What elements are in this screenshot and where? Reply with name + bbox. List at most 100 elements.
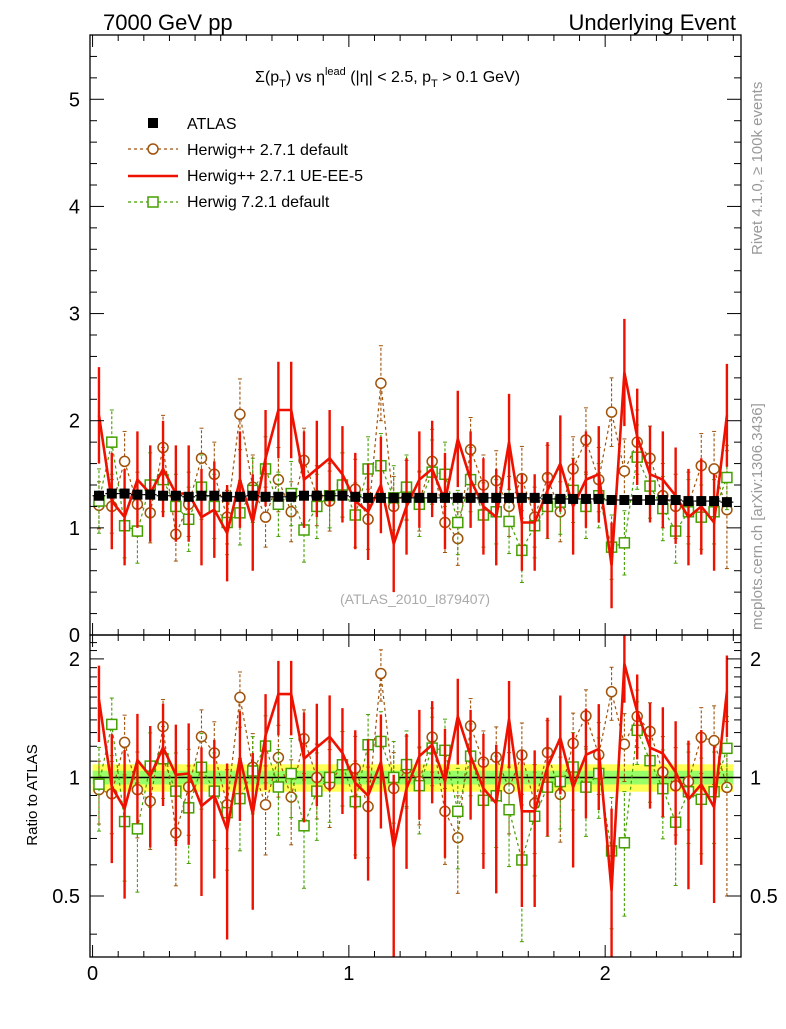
point-atlas <box>709 496 720 507</box>
point-atlas <box>260 491 271 502</box>
title-vs: ) vs η <box>286 69 325 86</box>
point-herwig7-default <box>452 516 464 529</box>
point-atlas <box>375 492 386 503</box>
point-atlas <box>632 495 643 505</box>
x-tick-label: 0 <box>87 963 98 985</box>
point-herwig7-default <box>618 537 631 549</box>
main-y-tick-label: 4 <box>69 196 80 218</box>
main-title: Σ(pT) vs ηlead (|η| < 2.5, pT > 0.1 GeV) <box>255 66 520 90</box>
point-herwig7-default <box>721 742 733 755</box>
point-atlas <box>516 492 527 503</box>
point-atlas <box>106 488 117 499</box>
point-atlas <box>721 497 732 508</box>
point-herwigpp-default <box>605 685 618 698</box>
analysis-annotation: (ATLAS_2010_I879407) <box>340 591 490 607</box>
main-y-tick-label: 1 <box>69 518 80 540</box>
point-atlas <box>414 492 425 503</box>
x-tick-label: 2 <box>600 963 611 985</box>
point-herwig7-default <box>503 515 515 528</box>
point-atlas <box>196 490 207 501</box>
point-herwigpp-default <box>618 465 631 477</box>
point-herwig7-default <box>106 718 118 731</box>
legend-atlas-marker <box>148 118 158 128</box>
header-left: 7000 GeV pp <box>103 10 233 35</box>
point-atlas <box>439 492 450 503</box>
point-herwigpp-default <box>375 667 387 680</box>
point-herwigpp-default <box>285 506 297 518</box>
ratio-y-tick-label-right: 1 <box>750 767 761 789</box>
main-y-tick-label: 0 <box>69 625 80 647</box>
point-herwigpp-default <box>118 455 131 468</box>
point-atlas <box>645 495 656 505</box>
ratio-y-tick-label-right: 2 <box>750 649 761 671</box>
point-herwig7-default <box>452 805 464 818</box>
title-sub1: T <box>279 78 286 90</box>
ratio-y-tick-label-right: 0.5 <box>750 886 778 908</box>
point-atlas <box>132 489 143 500</box>
point-atlas <box>170 490 181 501</box>
point-herwigpp-default <box>234 408 246 421</box>
point-herwig7-default <box>131 823 144 835</box>
point-atlas <box>683 496 694 507</box>
point-atlas <box>119 488 130 499</box>
point-atlas <box>158 490 169 501</box>
main-y-tick-label: 3 <box>69 304 80 326</box>
point-atlas <box>580 493 591 504</box>
title-sub2: T <box>431 78 438 90</box>
series-line-herwig7-default <box>98 724 728 863</box>
point-atlas <box>555 493 566 504</box>
point-atlas <box>491 492 502 503</box>
legend-herwig7-marker <box>147 196 159 208</box>
legend-atlas-label: ATLAS <box>187 116 237 133</box>
point-atlas <box>350 491 361 502</box>
series-line-herwigpp-ueee5 <box>97 372 729 566</box>
header-right: Underlying Event <box>568 10 736 35</box>
point-atlas <box>478 492 489 503</box>
point-herwigpp-default <box>605 406 618 418</box>
point-atlas <box>593 493 604 504</box>
point-herwig7-default <box>285 767 297 780</box>
ratio-ylabel: Ratio to ATLAS <box>24 744 41 845</box>
title-sigma: Σ(p <box>255 69 279 86</box>
series-line-herwigpp-ueee5 <box>97 663 729 891</box>
point-herwig7-default <box>272 781 285 793</box>
point-atlas <box>568 493 579 504</box>
series-herwigpp-ueee5-main <box>97 318 729 609</box>
legend-herwig7-label: Herwig 7.2.1 default <box>187 194 330 211</box>
point-herwigpp-default <box>259 798 272 811</box>
title-tail: > 0.1 GeV) <box>438 69 520 86</box>
point-herwigpp-default <box>708 463 720 475</box>
main-y-tick-label: 2 <box>69 411 80 433</box>
ratio-plot-content <box>90 635 741 957</box>
point-atlas <box>670 495 681 505</box>
ratio-clipped-area <box>90 635 741 957</box>
point-herwigpp-default <box>375 377 387 389</box>
point-atlas <box>465 492 476 503</box>
point-atlas <box>542 493 553 504</box>
point-herwig7-default <box>618 837 631 849</box>
main-plot-content <box>92 318 734 609</box>
rivet-label: Rivet 4.1.0, ≥ 100k events <box>749 82 766 255</box>
mcplots-label: mcplots.cern.ch [arXiv:1306.3436] <box>749 403 766 630</box>
point-atlas <box>273 491 284 502</box>
point-atlas <box>299 490 310 501</box>
point-atlas <box>311 490 322 501</box>
point-atlas <box>529 492 540 503</box>
point-herwigpp-default <box>259 511 272 523</box>
legend-herwigpp-default-label: Herwig++ 2.7.1 default <box>187 142 349 159</box>
point-atlas <box>145 489 156 500</box>
point-atlas <box>363 492 374 503</box>
point-atlas <box>401 492 412 503</box>
ratio-y-tick-label: 0.5 <box>52 886 80 908</box>
legend-herwigpp-ueee5-label: Herwig++ 2.7.1 UE-EE-5 <box>187 168 363 185</box>
x-tick-label: 1 <box>343 963 354 985</box>
ratio-y-tick-label: 1 <box>69 767 80 789</box>
point-atlas <box>427 492 438 503</box>
point-herwig7-default <box>93 778 105 790</box>
point-herwigpp-default <box>708 734 720 747</box>
point-atlas <box>222 491 233 502</box>
main-clipped-area <box>92 318 734 609</box>
